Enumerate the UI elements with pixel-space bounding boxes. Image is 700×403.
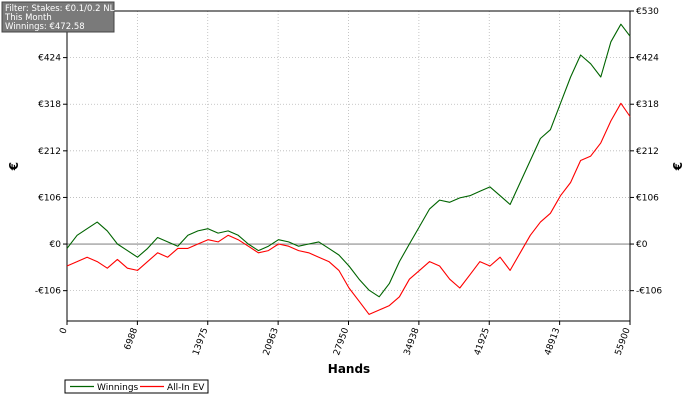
tick-label-y-left: -€106 bbox=[35, 287, 61, 297]
legend: Winnings All-In EV bbox=[64, 379, 209, 394]
legend-label-winnings: Winnings bbox=[97, 383, 139, 393]
legend-label-all-in-ev: All-In EV bbox=[167, 383, 205, 393]
tick-label-y-left: €424 bbox=[38, 54, 61, 64]
tick-label-y-right: €106 bbox=[636, 193, 659, 203]
series-line-winnings bbox=[66, 23, 631, 298]
tick-label-y-right: €424 bbox=[636, 54, 659, 64]
tick-label-y-right: €212 bbox=[636, 147, 659, 157]
legend-box bbox=[64, 379, 209, 394]
grid bbox=[67, 10, 630, 321]
tick-label-y-left: €212 bbox=[38, 147, 61, 157]
series-lines bbox=[66, 23, 631, 315]
tick-label-y-right: -€106 bbox=[636, 287, 662, 297]
filter-line: Filter: Stakes: €0.1/0.2 NL bbox=[5, 4, 115, 14]
y-axis-title-right: € bbox=[671, 162, 685, 171]
tick-label-y-left: €318 bbox=[38, 100, 61, 110]
winnings-total-line: Winnings: €472.58 bbox=[5, 22, 85, 32]
period-line: This Month bbox=[4, 13, 52, 23]
tick-label-y-right: €318 bbox=[636, 100, 659, 110]
y-axis-right: €530 €424 €318 €212 €106 €0 -€106 bbox=[630, 7, 662, 297]
tick-label-y-right: €530 bbox=[636, 7, 659, 17]
filter-info-box: Filter: Stakes: €0.1/0.2 NL This Month W… bbox=[1, 1, 115, 33]
x-axis-title: Hands bbox=[328, 362, 370, 376]
tick-label-x: 0 bbox=[58, 326, 69, 335]
y-axis-title-left: € bbox=[7, 162, 21, 171]
filter-info-background bbox=[1, 1, 115, 33]
tick-label-y-left: €0 bbox=[50, 240, 62, 250]
series-line-all-in-ev bbox=[66, 102, 631, 315]
tick-label-y-right: €0 bbox=[636, 240, 648, 250]
tick-label-y-left: €106 bbox=[38, 193, 61, 203]
